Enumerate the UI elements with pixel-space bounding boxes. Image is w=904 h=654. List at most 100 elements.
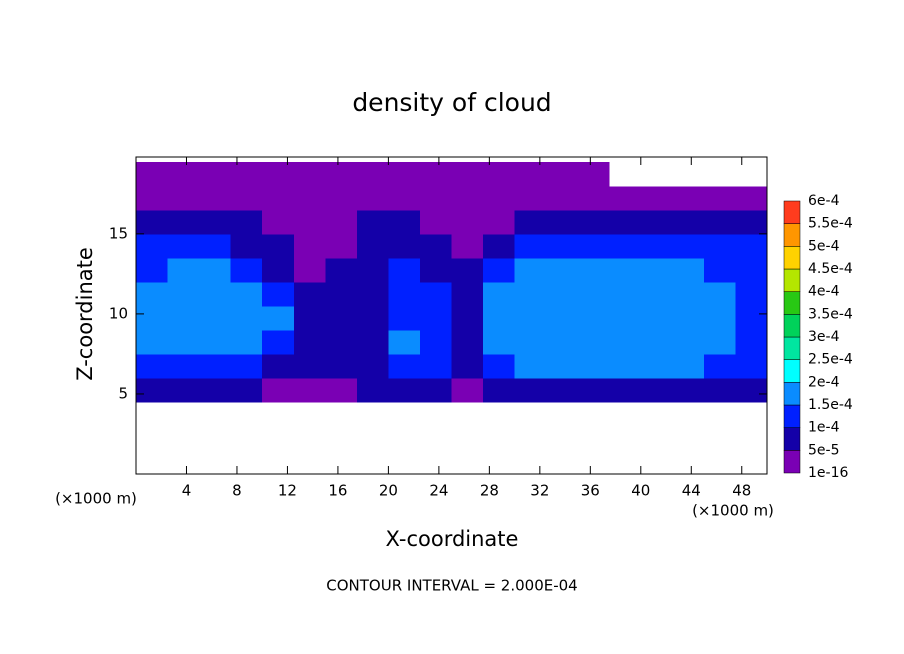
- y-unit-label: (×1000 m): [55, 490, 137, 508]
- colorbar-box: [783, 314, 801, 338]
- field-cell: [293, 257, 326, 283]
- field-cell: [199, 281, 232, 307]
- field-cell: [356, 425, 389, 451]
- field-cell: [640, 161, 673, 187]
- x-tick-label: 28: [480, 482, 499, 500]
- field-cell: [451, 449, 484, 475]
- field-cell: [577, 209, 610, 235]
- x-tick-label: 24: [429, 482, 448, 500]
- field-cell: [514, 161, 547, 187]
- field-cell: [735, 257, 768, 283]
- field-cell: [483, 329, 516, 355]
- field-cell: [199, 377, 232, 403]
- field-cell: [451, 353, 484, 379]
- field-cell: [451, 161, 484, 187]
- field-cell: [672, 305, 705, 331]
- colorbar-label: 3.5e-4: [808, 306, 853, 322]
- field-cell: [167, 401, 200, 427]
- field-cell: [293, 233, 326, 259]
- field-cell: [136, 353, 169, 379]
- field-cell: [640, 305, 673, 331]
- field-cell: [640, 353, 673, 379]
- colorbar-label: 4.5e-4: [808, 261, 853, 277]
- field-cell: [262, 425, 295, 451]
- field-cell: [388, 329, 421, 355]
- x-tick-label: 12: [278, 482, 297, 500]
- field-cell: [735, 401, 768, 427]
- field-cell: [199, 401, 232, 427]
- field-cell: [293, 329, 326, 355]
- field-cell: [262, 401, 295, 427]
- field-cell: [609, 329, 642, 355]
- field-cell: [577, 353, 610, 379]
- field-cell: [483, 185, 516, 211]
- field-cell: [451, 257, 484, 283]
- field-cell: [136, 233, 169, 259]
- field-cell: [388, 449, 421, 475]
- field-cell: [388, 425, 421, 451]
- field-cell: [546, 305, 579, 331]
- field-cell: [483, 449, 516, 475]
- plot-frame: [135, 156, 768, 475]
- field-cell: [199, 233, 232, 259]
- field-cell: [293, 305, 326, 331]
- y-tick-label: 15: [109, 224, 128, 242]
- field-cell: [262, 257, 295, 283]
- field-cell: [356, 449, 389, 475]
- field-cell: [136, 305, 169, 331]
- field-cell: [514, 257, 547, 283]
- field-cell: [293, 161, 326, 187]
- field-cell: [640, 329, 673, 355]
- field-cell: [609, 257, 642, 283]
- field-cell: [640, 401, 673, 427]
- x-axis-label: X-coordinate: [386, 527, 519, 551]
- field-cell: [356, 329, 389, 355]
- field-cell: [419, 377, 452, 403]
- field-cell: [199, 329, 232, 355]
- field-cell: [514, 185, 547, 211]
- field-cell: [577, 161, 610, 187]
- field-cell: [546, 185, 579, 211]
- field-cell: [419, 353, 452, 379]
- field-cell: [262, 161, 295, 187]
- colorbar-label: 2.5e-4: [808, 352, 853, 368]
- x-tick-label: 36: [581, 482, 600, 500]
- field-cell: [735, 209, 768, 235]
- field-cell: [703, 257, 736, 283]
- field-cell: [325, 185, 358, 211]
- field-cell: [419, 401, 452, 427]
- field-cell: [514, 305, 547, 331]
- field-cell: [609, 305, 642, 331]
- field-cell: [356, 281, 389, 307]
- field-cell: [262, 233, 295, 259]
- field-cell: [419, 425, 452, 451]
- colorbar-box: [783, 223, 801, 247]
- footer-note: CONTOUR INTERVAL = 2.000E-04: [326, 577, 577, 595]
- field-cell: [514, 281, 547, 307]
- x-tick-label: 8: [232, 482, 242, 500]
- field-cell: [230, 209, 263, 235]
- colorbar-box: [783, 336, 801, 360]
- field-cell: [577, 185, 610, 211]
- colorbar-label: 5.5e-4: [808, 216, 853, 232]
- field-cell: [703, 209, 736, 235]
- field-cell: [325, 209, 358, 235]
- field-cell: [609, 233, 642, 259]
- field-cell: [167, 449, 200, 475]
- field-cell: [546, 233, 579, 259]
- field-cell: [388, 185, 421, 211]
- field-cell: [136, 161, 169, 187]
- colorbar-box: [783, 359, 801, 383]
- field-cell: [230, 353, 263, 379]
- field-cell: [199, 257, 232, 283]
- colorbar-box: [783, 382, 801, 406]
- x-tick-label: 32: [530, 482, 549, 500]
- field-cell: [546, 161, 579, 187]
- field-cell: [451, 377, 484, 403]
- field-cell: [546, 209, 579, 235]
- field-cell: [546, 329, 579, 355]
- field-cell: [703, 281, 736, 307]
- field-cell: [199, 185, 232, 211]
- field-cell: [483, 377, 516, 403]
- field-cell: [451, 305, 484, 331]
